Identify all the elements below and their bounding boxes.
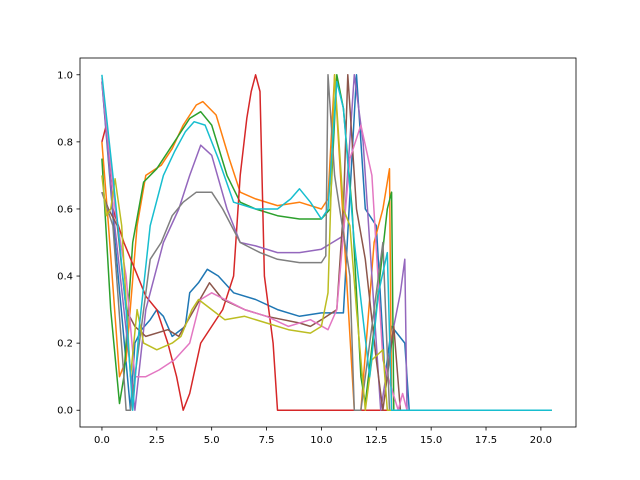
y-tick-label: 0.0 xyxy=(57,406,73,417)
series-line-3 xyxy=(101,74,552,411)
series-line-9 xyxy=(101,74,552,411)
x-tick-label: 7.5 xyxy=(259,435,275,446)
y-tick-label: 1.0 xyxy=(57,70,73,81)
series-lines xyxy=(101,74,552,411)
x-tick-label: 10.0 xyxy=(310,435,332,446)
x-tick-label: 17.5 xyxy=(475,435,497,446)
series-line-6 xyxy=(101,78,552,411)
y-tick-label: 0.4 xyxy=(57,272,73,283)
series-line-2 xyxy=(101,74,552,411)
series-line-0 xyxy=(101,74,552,411)
x-tick-label: 5.0 xyxy=(204,435,220,446)
x-tick-label: 12.5 xyxy=(365,435,387,446)
x-tick-label: 0.0 xyxy=(94,435,110,446)
y-axis: 0.0 0.2 0.4 0.6 0.8 1.0 xyxy=(57,70,80,417)
x-axis: 0.0 2.5 5.0 7.5 10.0 12.5 15.0 17.5 20.0 xyxy=(94,427,552,446)
x-tick-label: 15.0 xyxy=(420,435,442,446)
x-tick-label: 20.0 xyxy=(530,435,552,446)
series-line-5 xyxy=(101,74,552,411)
y-tick-label: 0.8 xyxy=(57,137,73,148)
axes-frame xyxy=(79,57,577,428)
x-tick-label: 2.5 xyxy=(149,435,165,446)
y-tick-label: 0.6 xyxy=(57,204,73,215)
y-tick-label: 0.2 xyxy=(57,339,73,350)
